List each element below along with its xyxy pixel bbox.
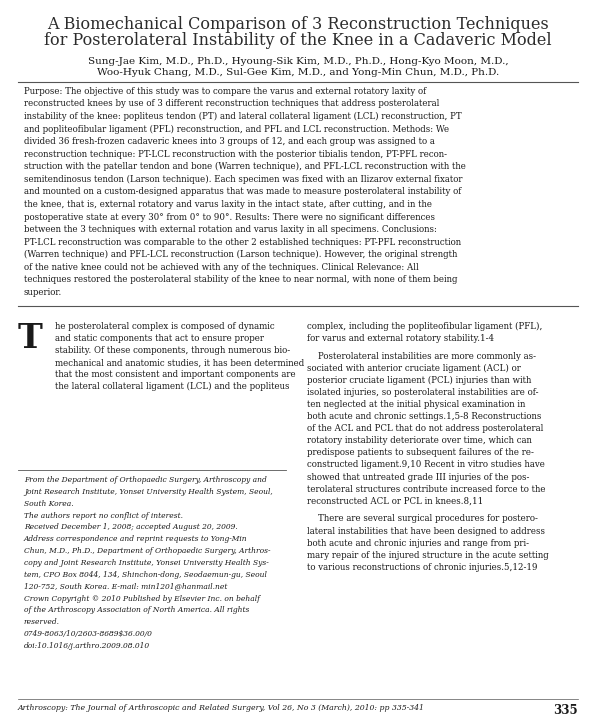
Text: the lateral collateral ligament (LCL) and the popliteus: the lateral collateral ligament (LCL) an… [55, 382, 289, 391]
Text: terolateral structures contribute increased force to the: terolateral structures contribute increa… [307, 485, 545, 493]
Text: (Warren technique) and PFL-LCL reconstruction (Larson technique). However, the o: (Warren technique) and PFL-LCL reconstru… [24, 251, 457, 259]
Text: complex, including the popliteofibular ligament (PFL),: complex, including the popliteofibular l… [307, 322, 542, 331]
Text: stability. Of these components, through numerous bio-: stability. Of these components, through … [55, 346, 290, 355]
Text: semitendinosus tendon (Larson technique). Each specimen was fixed with an Ilizar: semitendinosus tendon (Larson technique)… [24, 175, 462, 184]
Text: he posterolateral complex is composed of dynamic: he posterolateral complex is composed of… [55, 322, 274, 331]
Text: sociated with anterior cruciate ligament (ACL) or: sociated with anterior cruciate ligament… [307, 364, 521, 373]
Text: both acute and chronic settings.1,5-8 Reconstructions: both acute and chronic settings.1,5-8 Re… [307, 412, 541, 421]
Text: and static components that act to ensure proper: and static components that act to ensure… [55, 334, 264, 343]
Text: mary repair of the injured structure in the acute setting: mary repair of the injured structure in … [307, 551, 549, 559]
Text: Arthroscopy: The Journal of Arthroscopic and Related Surgery, Vol 26, No 3 (Marc: Arthroscopy: The Journal of Arthroscopic… [18, 704, 425, 712]
Text: reconstruction technique: PT-LCL reconstruction with the posterior tibialis tend: reconstruction technique: PT-LCL reconst… [24, 149, 447, 159]
Text: copy and Joint Research Institute, Yonsei University Health Sys-: copy and Joint Research Institute, Yonse… [24, 559, 269, 567]
Text: reconstructed ACL or PCL in knees.8,11: reconstructed ACL or PCL in knees.8,11 [307, 497, 483, 505]
Text: struction with the patellar tendon and bone (Warren technique), and PFL-LCL reco: struction with the patellar tendon and b… [24, 162, 465, 172]
Text: Joint Research Institute, Yonsei University Health System, Seoul,: Joint Research Institute, Yonsei Univers… [24, 488, 272, 496]
Text: of the ACL and PCL that do not address posterolateral: of the ACL and PCL that do not address p… [307, 424, 544, 433]
Text: PT-LCL reconstruction was comparable to the other 2 established techniques: PT-P: PT-LCL reconstruction was comparable to … [24, 238, 461, 247]
Text: Received December 1, 2008; accepted August 20, 2009.: Received December 1, 2008; accepted Augu… [24, 523, 238, 531]
Text: doi:10.1016/j.arthro.2009.08.010: doi:10.1016/j.arthro.2009.08.010 [24, 642, 150, 650]
Text: 335: 335 [554, 704, 578, 717]
Text: reconstructed knees by use of 3 different reconstruction techniques that address: reconstructed knees by use of 3 differen… [24, 99, 439, 108]
Text: postoperative state at every 30° from 0° to 90°. Results: There were no signific: postoperative state at every 30° from 0°… [24, 213, 435, 222]
Text: posterior cruciate ligament (PCL) injuries than with: posterior cruciate ligament (PCL) injuri… [307, 376, 531, 385]
Text: constructed ligament.9,10 Recent in vitro studies have: constructed ligament.9,10 Recent in vitr… [307, 460, 545, 470]
Text: superior.: superior. [24, 288, 62, 297]
Text: and popliteofibular ligament (PFL) reconstruction, and PFL and LCL reconstructio: and popliteofibular ligament (PFL) recon… [24, 125, 449, 134]
Text: tem, CPO Box 8044, 134, Shinchon-dong, Seodaemun-gu, Seoul: tem, CPO Box 8044, 134, Shinchon-dong, S… [24, 571, 267, 579]
Text: isolated injuries, so posterolateral instabilities are of-: isolated injuries, so posterolateral ins… [307, 388, 538, 397]
Text: Address correspondence and reprint requests to Yong-Min: Address correspondence and reprint reque… [24, 536, 247, 544]
Text: ten neglected at the initial physical examination in: ten neglected at the initial physical ex… [307, 400, 525, 409]
Text: between the 3 techniques with external rotation and varus laxity in all specimen: between the 3 techniques with external r… [24, 225, 437, 234]
Text: Sung-Jae Kim, M.D., Ph.D., Hyoung-Sik Kim, M.D., Ph.D., Hong-Kyo Moon, M.D.,: Sung-Jae Kim, M.D., Ph.D., Hyoung-Sik Ki… [88, 57, 508, 66]
Text: Woo-Hyuk Chang, M.D., Sul-Gee Kim, M.D., and Yong-Min Chun, M.D., Ph.D.: Woo-Hyuk Chang, M.D., Sul-Gee Kim, M.D.,… [97, 68, 499, 78]
Text: predispose patients to subsequent failures of the re-: predispose patients to subsequent failur… [307, 448, 534, 457]
Text: techniques restored the posterolateral stability of the knee to near normal, wit: techniques restored the posterolateral s… [24, 275, 457, 284]
Text: South Korea.: South Korea. [24, 500, 73, 508]
Text: Chun, M.D., Ph.D., Department of Orthopaedic Surgery, Arthros-: Chun, M.D., Ph.D., Department of Orthopa… [24, 547, 271, 555]
Text: that the most consistent and important components are: that the most consistent and important c… [55, 370, 296, 379]
Text: rotatory instability deteriorate over time, which can: rotatory instability deteriorate over ti… [307, 437, 532, 445]
Text: Crown Copyright © 2010 Published by Elsevier Inc. on behalf: Crown Copyright © 2010 Published by Else… [24, 595, 260, 602]
Text: Posterolateral instabilities are more commonly as-: Posterolateral instabilities are more co… [307, 352, 536, 361]
Text: lateral instabilities that have been designed to address: lateral instabilities that have been des… [307, 526, 545, 536]
Text: There are several surgical procedures for postero-: There are several surgical procedures fo… [307, 515, 538, 523]
Text: The authors report no conflict of interest.: The authors report no conflict of intere… [24, 511, 183, 520]
Text: instability of the knee: popliteus tendon (PT) and lateral collateral ligament (: instability of the knee: popliteus tendo… [24, 112, 461, 121]
Text: showed that untreated grade III injuries of the pos-: showed that untreated grade III injuries… [307, 472, 529, 482]
Text: the knee, that is, external rotatory and varus laxity in the intact state, after: the knee, that is, external rotatory and… [24, 200, 432, 209]
Text: divided 36 fresh-frozen cadaveric knees into 3 groups of 12, and each group was : divided 36 fresh-frozen cadaveric knees … [24, 137, 434, 146]
Text: for Posterolateral Instability of the Knee in a Cadaveric Model: for Posterolateral Instability of the Kn… [44, 32, 552, 50]
Text: A Biomechanical Comparison of 3 Reconstruction Techniques: A Biomechanical Comparison of 3 Reconstr… [47, 16, 549, 33]
Text: for varus and external rotatory stability.1-4: for varus and external rotatory stabilit… [307, 334, 494, 343]
Text: Purpose: The objective of this study was to compare the varus and external rotat: Purpose: The objective of this study was… [24, 87, 426, 96]
Text: both acute and chronic injuries and range from pri-: both acute and chronic injuries and rang… [307, 538, 529, 548]
Text: reserved.: reserved. [24, 618, 60, 626]
Text: From the Department of Orthopaedic Surgery, Arthroscopy and: From the Department of Orthopaedic Surge… [24, 476, 266, 484]
Text: and mounted on a custom-designed apparatus that was made to measure posterolater: and mounted on a custom-designed apparat… [24, 187, 461, 197]
Text: of the native knee could not be achieved with any of the techniques. Clinical Re: of the native knee could not be achieved… [24, 263, 418, 272]
Text: mechanical and anatomic studies, it has been determined: mechanical and anatomic studies, it has … [55, 358, 304, 367]
Text: T: T [18, 322, 43, 355]
Text: to various reconstructions of chronic injuries.5,12-19: to various reconstructions of chronic in… [307, 563, 538, 572]
Text: of the Arthroscopy Association of North America. All rights: of the Arthroscopy Association of North … [24, 606, 249, 615]
Text: 120-752, South Korea. E-mail: min1201@hanmail.net: 120-752, South Korea. E-mail: min1201@ha… [24, 583, 227, 591]
Text: 0749-8063/10/2603-8689$36.00/0: 0749-8063/10/2603-8689$36.00/0 [24, 630, 153, 638]
